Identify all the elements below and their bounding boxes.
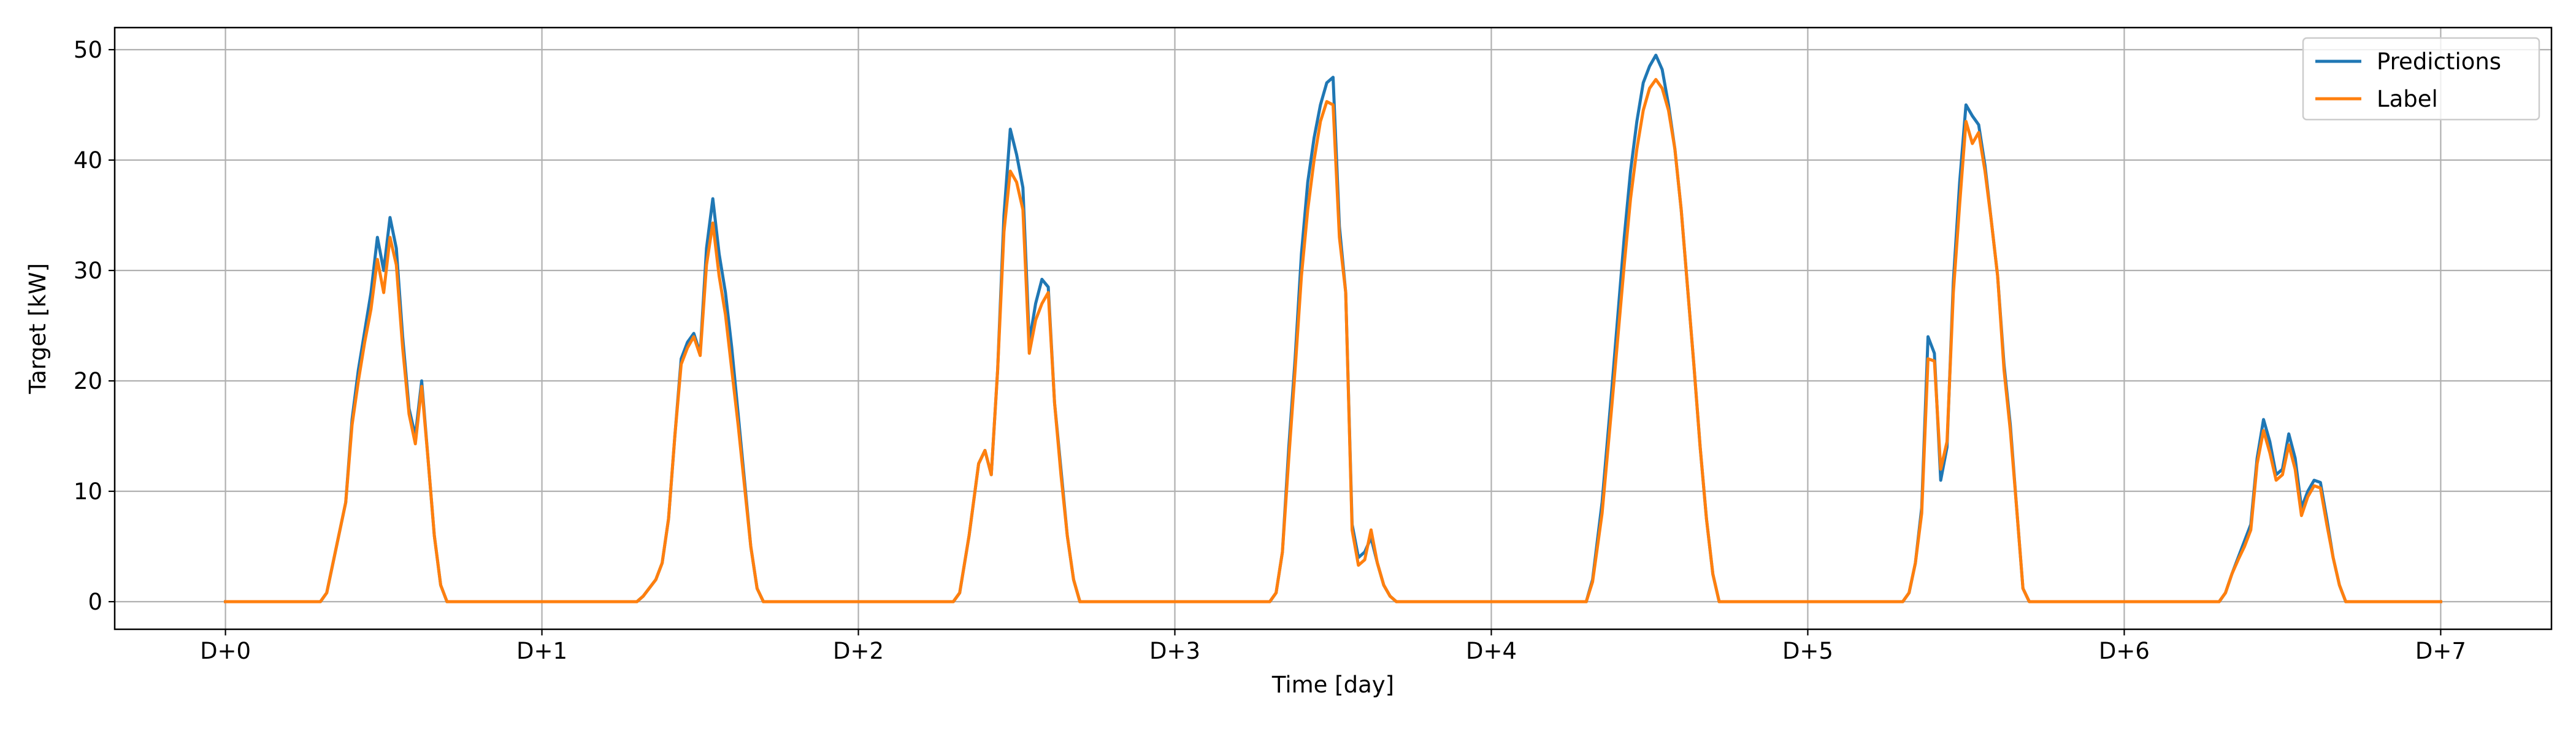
series-line-label — [224, 78, 2442, 604]
series-group — [224, 53, 2442, 604]
y-tick-label: 20 — [74, 368, 102, 394]
x-tick-label: D+3 — [1149, 638, 1200, 664]
x-tick-label: D+6 — [2099, 638, 2150, 664]
x-tick-label: D+4 — [1466, 638, 1517, 664]
x-tick-label: D+0 — [200, 638, 251, 664]
axis-ticks: D+0 D+1 D+2 D+3 D+4 D+5 D+6 D+7 0 10 20 30 40 50 — [74, 37, 2466, 664]
x-tick-label: D+5 — [1782, 638, 1833, 664]
legend: Predictions Label — [2302, 37, 2540, 121]
x-tick-label: D+7 — [2415, 638, 2466, 664]
x-tick-label: D+1 — [516, 638, 567, 664]
y-axis-title: Target [kW] — [25, 263, 51, 394]
y-tick-label: 10 — [74, 478, 102, 505]
x-tick-label: D+2 — [833, 638, 884, 664]
legend-box — [2302, 37, 2540, 121]
y-tick-label: 40 — [74, 147, 102, 174]
y-tick-label: 0 — [88, 589, 102, 615]
x-axis-title: Time [day] — [1271, 672, 1394, 698]
legend-label-predictions: Predictions — [2377, 48, 2501, 75]
y-tick-label: 30 — [74, 258, 102, 284]
legend-label-label: Label — [2377, 86, 2438, 112]
grid — [115, 28, 2551, 629]
y-tick-label: 50 — [74, 37, 102, 63]
plot-frame — [113, 26, 2553, 631]
